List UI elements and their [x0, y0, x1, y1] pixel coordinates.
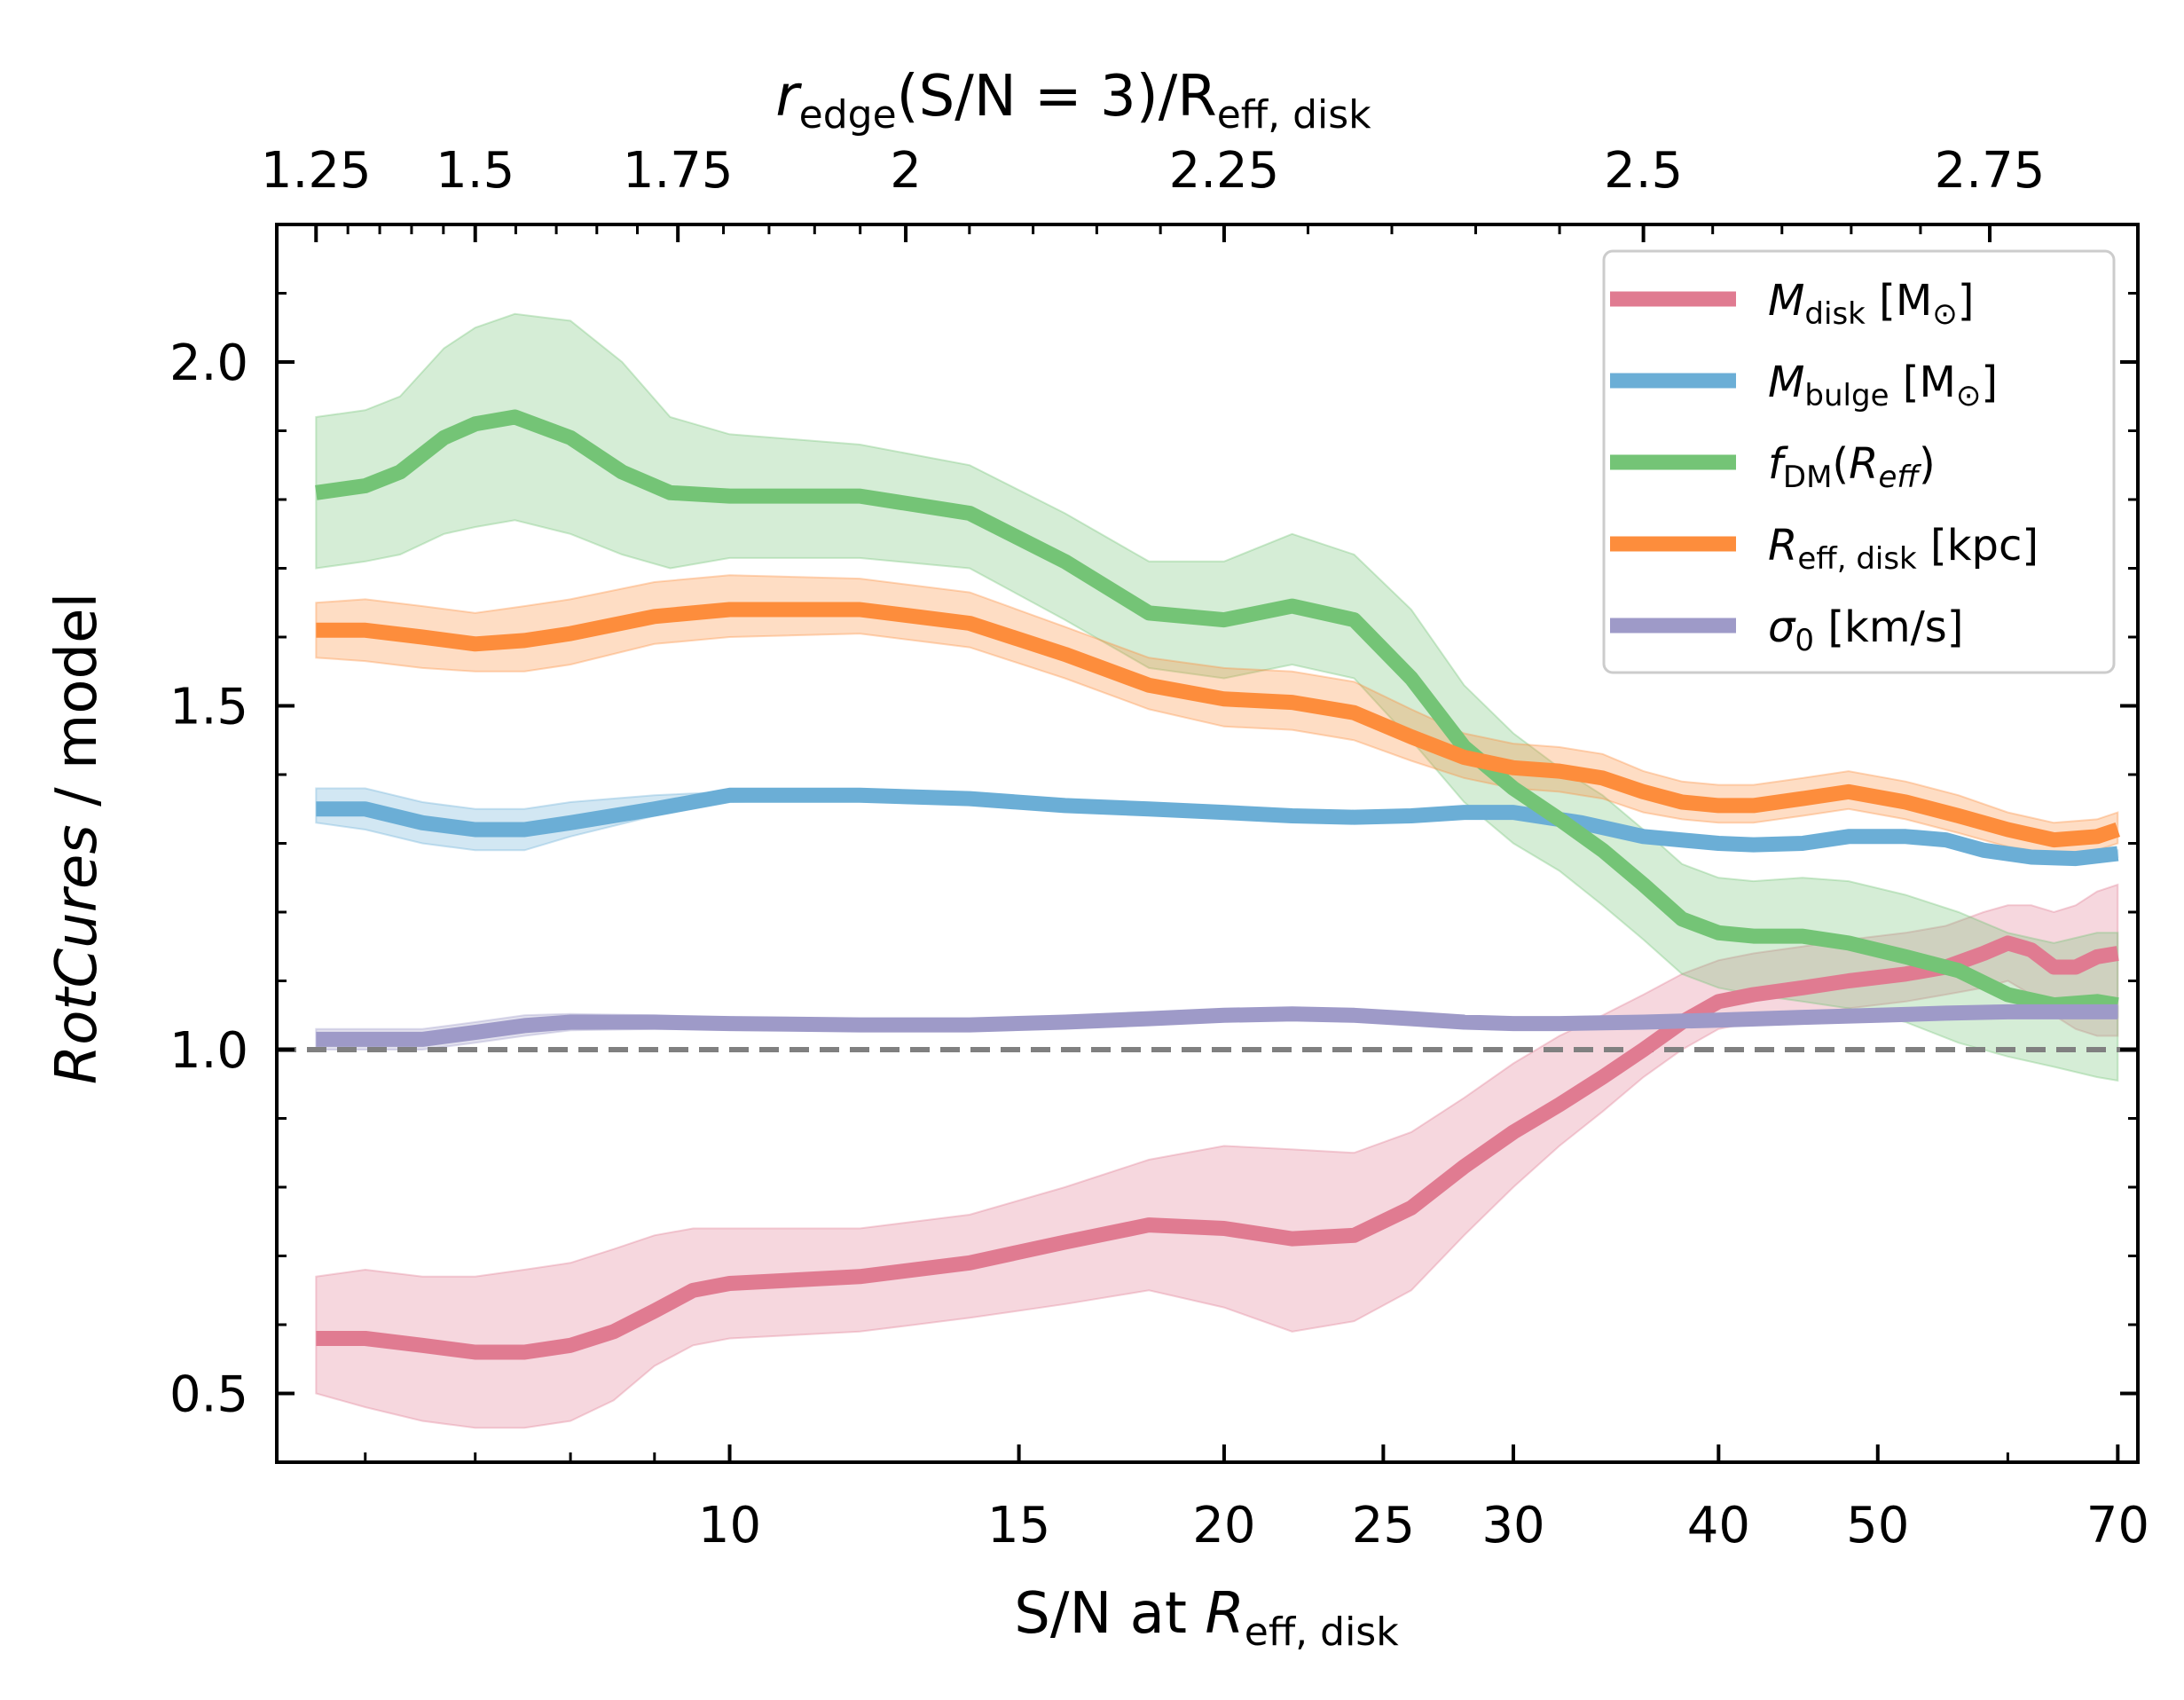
top-tick-label: 1.75: [623, 142, 734, 200]
series-line-Mbulge: [316, 787, 2119, 867]
axis-ticks: 10 15 20 25 30 40 50 70 0.5 1.0 1.5 2.0 1.25 1.5 1.75 2…: [169, 142, 2149, 1554]
top-tick-label: 2.25: [1169, 142, 1280, 200]
top-tick-label: 2.5: [1604, 142, 1683, 200]
y-tick-label: 1.0: [169, 1022, 248, 1080]
series-line-sigma0: [316, 1003, 2118, 1047]
band-fDM: [315, 312, 2119, 1082]
x-tick-label: 25: [1352, 1497, 1415, 1554]
top-tick-label: 1.25: [261, 142, 372, 200]
legend-handles: [1610, 291, 1736, 634]
x-tick-label: 20: [1192, 1497, 1255, 1554]
x-tick-label: 50: [1846, 1497, 1909, 1554]
top-tick-label: 2.75: [1935, 142, 2046, 200]
series-line-fDM: [315, 409, 2119, 1013]
y-axis-label: RotCures / model: [44, 593, 110, 1085]
x-tick-label: 10: [698, 1497, 761, 1554]
x-tick-label: 15: [987, 1497, 1050, 1554]
legend-label-mbulge: Mbulge [M⊙]: [1768, 358, 1998, 413]
band-Reff,disk: [315, 574, 2119, 855]
series-line-Mdisk: [316, 935, 2119, 1360]
y-tick-label: 0.5: [169, 1366, 248, 1424]
x-tick-label: 30: [1481, 1497, 1544, 1554]
series-lines: [315, 409, 2120, 1360]
x-tick-label: 40: [1687, 1497, 1750, 1554]
y-tick-label: 2.0: [169, 334, 248, 392]
x-axis-label: S/N at Reff, disk: [1014, 1581, 1399, 1655]
x-tick-label: 70: [2086, 1497, 2149, 1554]
top-tick-label: 2: [890, 142, 922, 200]
legend-label-reff: Reff, disk [kpc]: [1768, 521, 2039, 577]
y-tick-label: 1.5: [169, 679, 248, 736]
series-line-Reff,disk: [316, 602, 2120, 848]
legend-label-mdisk: Mdisk [M⊙]: [1768, 276, 1975, 332]
legend-box: [1602, 249, 2116, 674]
top-axis-label: redge(S/N = 3)/Reff, disk: [775, 64, 1371, 138]
legend-label-sigma0: σ0 [km/s]: [1768, 602, 1964, 658]
top-tick-label: 1.5: [436, 142, 515, 200]
legend: Mdisk [M⊙] Mbulge [M⊙] fDM(Reff) Reff, d…: [1602, 249, 2116, 674]
legend-label-fdm: fDM(Reff): [1768, 439, 1936, 495]
